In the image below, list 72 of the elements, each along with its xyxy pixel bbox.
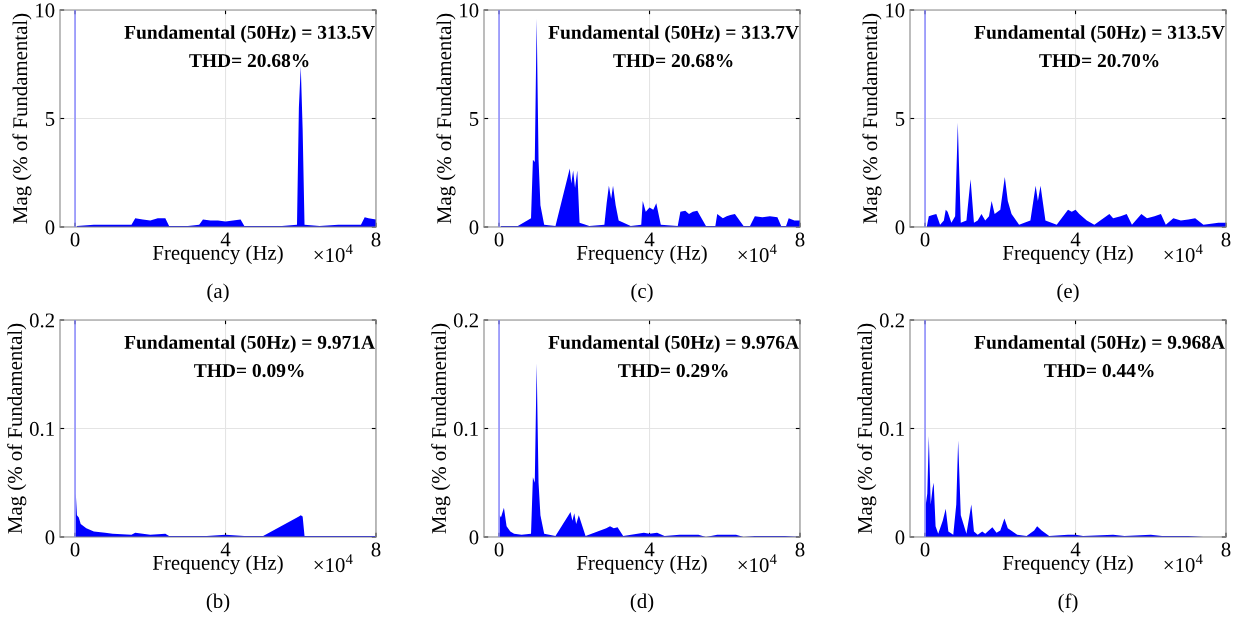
y-tick-label: 0.2 <box>453 313 478 328</box>
x-tick-label: 8 <box>371 232 381 247</box>
annotation: Fundamental (50Hz) = 313.7V <box>548 25 799 43</box>
x-tick-label: 0 <box>494 542 504 557</box>
annotation: Fundamental (50Hz) = 9.976A <box>548 335 799 353</box>
x-axis-title: Frequency (Hz) <box>576 555 707 575</box>
y-axis-title: Mag (% of Fundamental) <box>436 13 456 224</box>
y-axis-title: Mag (% of Fundamental) <box>431 323 451 534</box>
y-tick-label: 0 <box>45 220 55 235</box>
y-tick-label: 10 <box>886 3 905 18</box>
x-axis-title: Frequency (Hz) <box>1002 245 1133 265</box>
y-axis-title: Mag (% of Fundamental) <box>862 13 882 224</box>
text: (a) <box>207 283 229 303</box>
annotation: Fundamental (50Hz) = 313.5V <box>124 25 375 43</box>
y-tick-label: 0.2 <box>879 313 904 328</box>
y-tick-label: 0.1 <box>29 421 54 437</box>
x-tick-label: 4 <box>644 232 655 247</box>
y-tick-label: 0 <box>895 220 905 235</box>
text: ×10$^{4}$ <box>314 244 353 263</box>
y-tick-label: 0 <box>469 530 479 545</box>
annotation: THD= 0.29% <box>618 363 728 378</box>
x-tick-label: 0 <box>70 542 80 557</box>
x-tick-label: 4 <box>220 232 231 247</box>
x-tick-label: 0 <box>70 232 80 247</box>
y-tick-label: 5 <box>469 112 479 126</box>
annotation: Fundamental (50Hz) = 9.968A <box>974 335 1225 353</box>
text: (b) <box>206 593 230 613</box>
x-tick-label: 0 <box>920 232 930 247</box>
x-tick-label: 8 <box>795 542 805 557</box>
annotation: Fundamental (50Hz) = 313.5V <box>974 25 1225 43</box>
x-tick-label: 4 <box>1070 232 1081 247</box>
annotation: Fundamental (50Hz) = 9.971A <box>124 335 375 353</box>
text: ×10$^{4}$ <box>1164 244 1203 263</box>
annotation: THD= 20.70% <box>1039 53 1159 68</box>
y-axis-title: Mag (% of Fundamental) <box>12 13 32 224</box>
text: ×10$^{4}$ <box>1164 554 1203 573</box>
x-axis-title: Frequency (Hz) <box>576 245 707 265</box>
text: ×10$^{4}$ <box>738 554 777 573</box>
y-tick-label: 0.1 <box>879 421 904 437</box>
x-tick-label: 8 <box>795 232 805 247</box>
x-tick-label: 4 <box>1070 542 1081 557</box>
x-axis-title: Frequency (Hz) <box>1002 555 1133 575</box>
annotation: THD= 20.68% <box>613 53 733 68</box>
text: ×10$^{4}$ <box>314 554 353 573</box>
y-tick-label: 10 <box>460 3 479 18</box>
annotation: THD= 20.68% <box>189 53 309 68</box>
x-tick-label: 8 <box>371 542 381 557</box>
y-axis-title: Mag (% of Fundamental) <box>7 323 27 534</box>
x-tick-label: 0 <box>494 232 504 247</box>
x-tick-label: 8 <box>1221 542 1231 557</box>
text: (f) <box>1058 593 1078 613</box>
y-axis-title: Mag (% of Fundamental) <box>857 323 877 534</box>
text: (e) <box>1057 283 1079 303</box>
y-tick-label: 0.2 <box>29 313 54 328</box>
x-axis-title: Frequency (Hz) <box>152 245 283 265</box>
text: ×10$^{4}$ <box>738 244 777 263</box>
y-tick-label: 0.1 <box>453 421 478 437</box>
x-tick-label: 4 <box>644 542 655 557</box>
y-tick-label: 5 <box>45 112 55 126</box>
x-tick-label: 8 <box>1221 232 1231 247</box>
text: (c) <box>631 283 653 303</box>
annotation: THD= 0.09% <box>194 363 304 378</box>
text: (d) <box>630 593 654 613</box>
y-tick-label: 10 <box>36 3 55 18</box>
x-tick-label: 0 <box>920 542 930 557</box>
y-tick-label: 5 <box>895 112 905 126</box>
x-tick-label: 4 <box>220 542 231 557</box>
y-tick-label: 0 <box>469 220 479 235</box>
x-axis-title: Frequency (Hz) <box>152 555 283 575</box>
y-tick-label: 0 <box>895 530 905 545</box>
annotation: THD= 0.44% <box>1044 363 1154 378</box>
y-tick-label: 0 <box>45 530 55 545</box>
